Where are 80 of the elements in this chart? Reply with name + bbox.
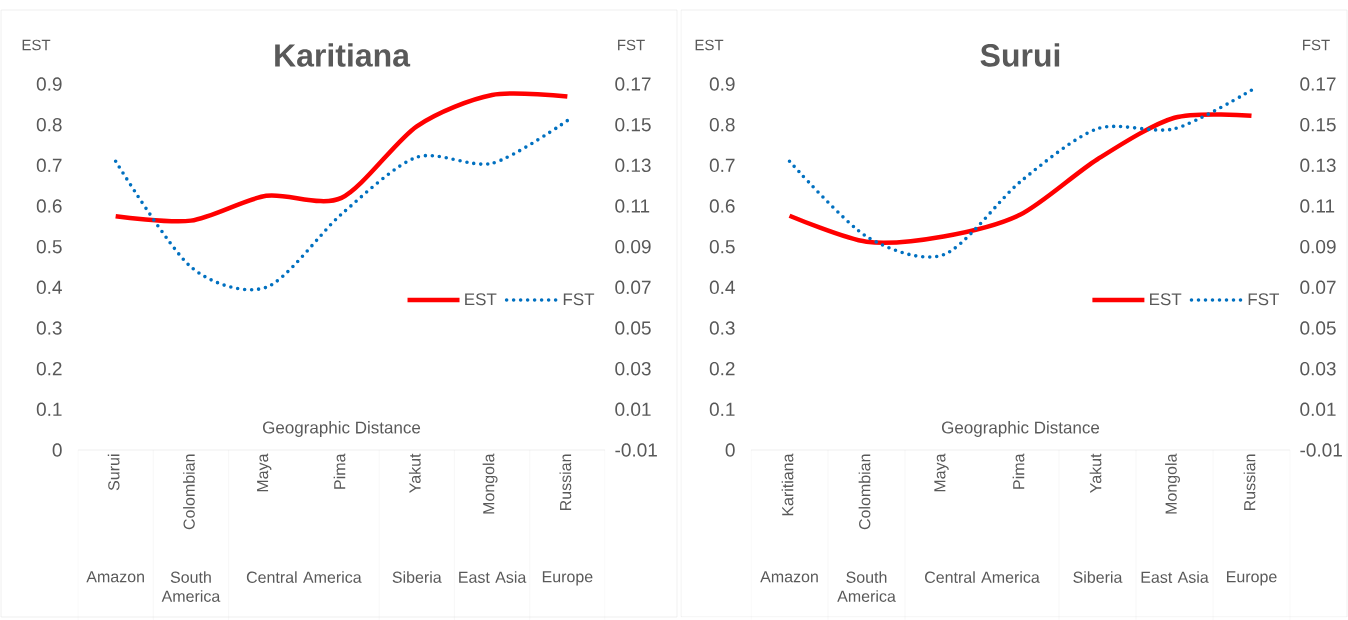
x-tick-label: Russian xyxy=(1243,454,1256,510)
y-tick-label: 0.4 xyxy=(36,280,62,295)
y-axis-title: EST xyxy=(22,39,51,51)
y2-tick-label: 0.15 xyxy=(1300,117,1336,132)
y2-tick-label: 0.13 xyxy=(1300,158,1336,173)
y-tick-label: 0.6 xyxy=(36,199,62,213)
y-tick-label: 0.5 xyxy=(709,239,735,254)
x-tick-label: Pima xyxy=(333,453,346,489)
y-tick-label: 0.6 xyxy=(709,199,735,213)
text: East Asia xyxy=(1141,571,1209,583)
y2-tick-label: 0.03 xyxy=(1300,361,1336,376)
y2-axis-title: FST xyxy=(618,39,645,51)
y-tick-label: 0.7 xyxy=(36,158,62,173)
text: Amazon xyxy=(760,571,818,583)
x-tick-label: Pima xyxy=(1012,453,1025,489)
line-series xyxy=(113,91,570,224)
y2-tick-label: 0.15 xyxy=(615,117,651,132)
x-tick-label: Russian xyxy=(559,454,572,510)
y2-tick-label: 0.09 xyxy=(615,239,651,254)
legend-label: EST xyxy=(465,293,497,306)
chart-title: Karitiana xyxy=(275,43,411,67)
text: South America xyxy=(837,571,896,602)
x-axis-title: Geographic Distance xyxy=(263,421,421,437)
y2-tick-label: 0.05 xyxy=(615,321,651,335)
y-tick-label: 0.4 xyxy=(709,280,735,295)
y2-tick-label: 0.03 xyxy=(615,361,651,376)
y-tick-label: 0.5 xyxy=(36,239,62,254)
x-tick-label: Colombian xyxy=(858,454,871,530)
text: Central America xyxy=(246,571,362,583)
y-tick-label: 0.2 xyxy=(709,361,735,376)
y-tick-label: 0.8 xyxy=(709,117,735,132)
y2-tick-label: 0.01 xyxy=(1300,402,1336,417)
chart-title: Surui xyxy=(980,43,1060,67)
y2-tick-label: 0.01 xyxy=(615,402,651,417)
y2-tick-label: 0.07 xyxy=(615,280,651,295)
y2-tick-label: 0.09 xyxy=(1300,239,1336,254)
y2-tick-label: -0.01 xyxy=(615,443,657,457)
y2-tick-label: 0.13 xyxy=(615,158,651,173)
y2-tick-label: 0.11 xyxy=(1300,199,1335,213)
y-tick-label: 0.9 xyxy=(36,77,62,91)
y-tick-label: 0.1 xyxy=(36,402,62,417)
y2-tick-label: 0.05 xyxy=(1300,321,1336,335)
y2-axis-title: FST xyxy=(1303,39,1330,51)
text: Amazon xyxy=(86,571,144,583)
x-tick-label: Karitiana xyxy=(781,453,794,516)
y2-tick-label: 0.11 xyxy=(615,199,650,213)
text: Siberia xyxy=(1073,571,1123,583)
x-tick-label: Maya xyxy=(257,453,272,492)
text: East Asia xyxy=(459,571,527,583)
legend-label: EST xyxy=(1150,293,1182,306)
legend-label: FST xyxy=(1248,293,1280,306)
x-tick-label: Yakut xyxy=(408,453,421,493)
y-tick-label: 0 xyxy=(725,443,735,457)
text: Europe xyxy=(542,571,593,586)
legend-label: FST xyxy=(563,293,595,306)
x-tick-label: Maya xyxy=(934,453,949,492)
y2-tick-label: -0.01 xyxy=(1300,443,1342,457)
y2-tick-label: 0.17 xyxy=(615,77,651,91)
y2-tick-label: 0.17 xyxy=(1300,77,1336,91)
y-tick-label: 0.9 xyxy=(709,77,735,91)
y-tick-label: 0.2 xyxy=(36,361,62,376)
x-tick-label: Surui xyxy=(107,454,120,491)
text: Central America xyxy=(925,571,1040,583)
y2-tick-label: 0.07 xyxy=(1300,280,1336,295)
text: Siberia xyxy=(392,571,442,583)
y-tick-label: 0.7 xyxy=(709,158,735,173)
x-axis-title: Geographic Distance xyxy=(941,421,1100,437)
text: South America xyxy=(161,571,221,602)
x-tick-label: Yakut xyxy=(1089,453,1102,493)
y-tick-label: 0.3 xyxy=(709,321,735,335)
y-tick-label: 0 xyxy=(52,443,62,457)
y-tick-label: 0.1 xyxy=(709,402,735,417)
x-tick-label: Mongola xyxy=(482,453,498,514)
x-tick-label: Mongola xyxy=(1165,453,1180,514)
text: Europe xyxy=(1227,571,1277,586)
x-tick-label: Colombian xyxy=(183,454,195,530)
line-series xyxy=(787,112,1254,245)
y-tick-label: 0.3 xyxy=(36,321,62,335)
y-tick-label: 0.8 xyxy=(36,117,62,132)
y-axis-title: EST xyxy=(695,39,724,51)
